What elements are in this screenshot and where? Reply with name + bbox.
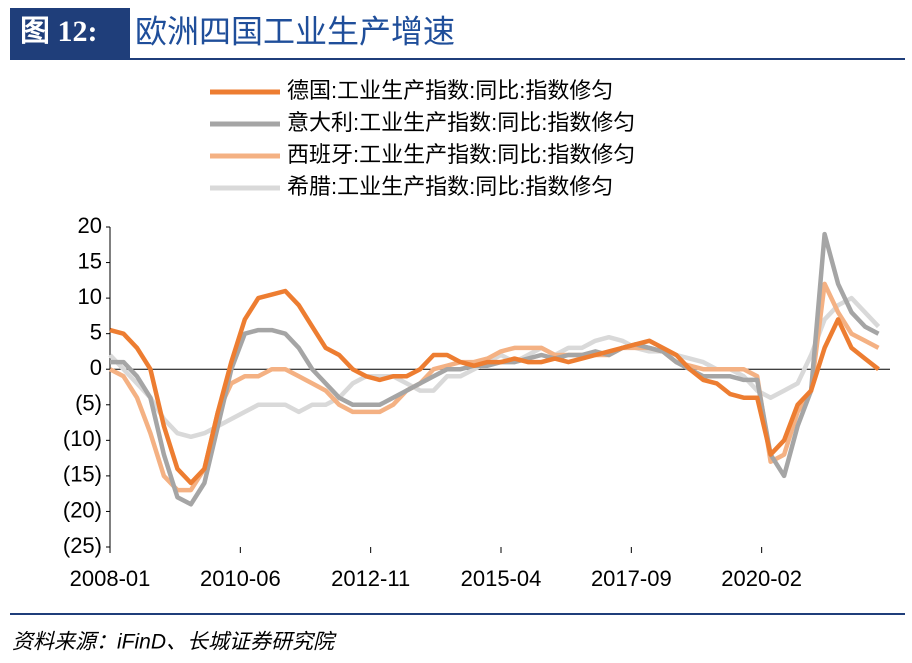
x-tick-label: 2020-02: [721, 566, 802, 591]
legend-label: 西班牙:工业生产指数:同比:指数修匀: [287, 142, 635, 167]
legend-label: 德国:工业生产指数:同比:指数修匀: [287, 78, 613, 103]
x-tick-label: 2008-01: [70, 566, 151, 591]
legend-label: 希腊:工业生产指数:同比:指数修匀: [287, 174, 613, 199]
y-tick-label: (20): [63, 497, 102, 522]
chart-title: 欧洲四国工业生产增速: [135, 13, 455, 51]
y-tick-label: 10: [78, 284, 102, 309]
y-tick-label: 15: [78, 248, 102, 273]
y-tick-label: (25): [63, 533, 102, 558]
y-tick-label: 20: [78, 213, 102, 238]
series-line: [108, 295, 881, 440]
legend-label: 意大利:工业生产指数:同比:指数修匀: [287, 110, 635, 135]
x-tick-label: 2010-06: [200, 566, 281, 591]
series-line: [109, 288, 880, 486]
y-tick-label: 5: [90, 319, 102, 344]
x-tick-label: 2017-09: [591, 566, 672, 591]
y-tick-label: (10): [63, 426, 102, 451]
y-tick-label: (5): [75, 391, 102, 416]
x-tick-label: 2015-04: [461, 566, 542, 591]
source: 资料来源：iFinD、长城证券研究院: [12, 631, 337, 654]
y-tick-label: (15): [63, 462, 102, 487]
series-line: [108, 281, 880, 493]
figure-label-box: [10, 8, 130, 58]
figure-label: 图 12:: [20, 15, 98, 48]
y-tick-label: 0: [90, 355, 102, 380]
x-tick-label: 2012-11: [331, 566, 410, 591]
